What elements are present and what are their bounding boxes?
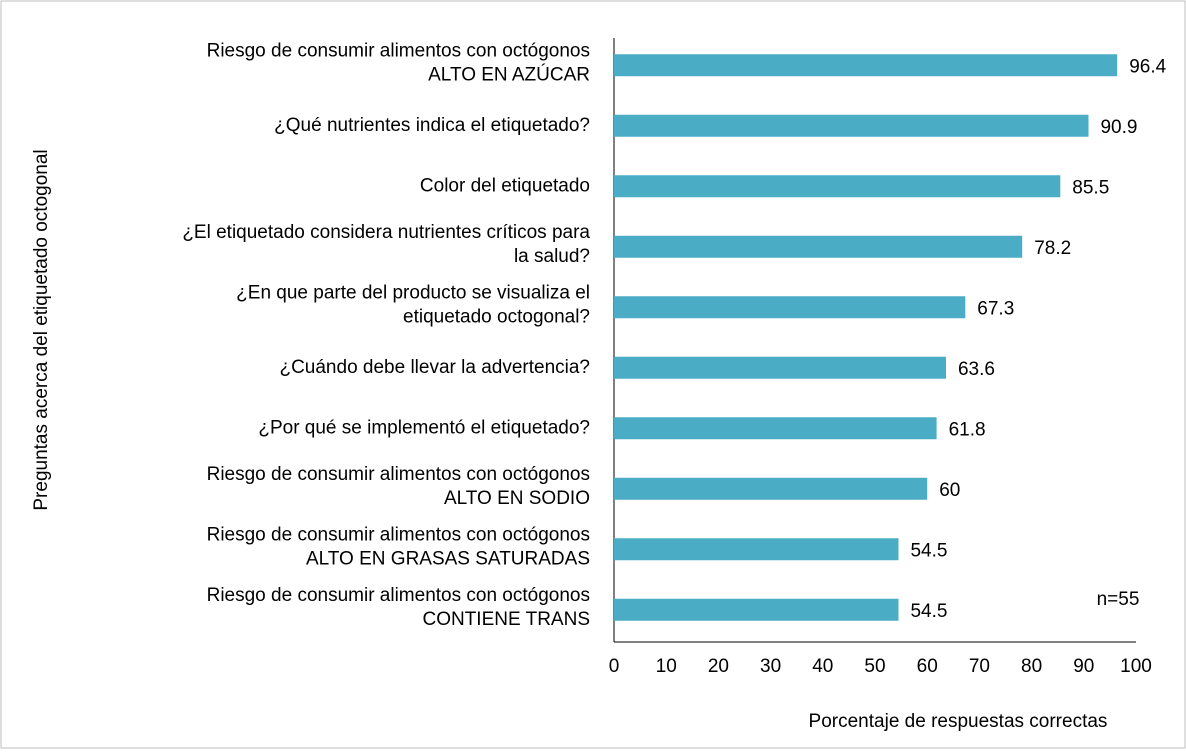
bar xyxy=(614,114,1089,137)
data-label: 54.5 xyxy=(910,601,947,622)
x-tick-label: 100 xyxy=(1120,656,1152,677)
x-tick-label: 30 xyxy=(760,656,781,677)
y-tick-label: ¿El etiquetado considera nutrientes crít… xyxy=(182,222,590,243)
x-tick-label: 70 xyxy=(969,656,990,677)
data-label: 96.4 xyxy=(1129,56,1166,77)
y-tick-label: ¿Cuándo debe llevar la advertencia? xyxy=(279,357,590,378)
y-axis-title: Preguntas acerca del etiquetado octogona… xyxy=(31,149,52,510)
bar xyxy=(614,477,928,500)
bar xyxy=(614,175,1061,198)
bar xyxy=(614,538,899,561)
data-label: 63.6 xyxy=(958,359,995,380)
data-label: 90.9 xyxy=(1100,117,1137,138)
data-label: 54.5 xyxy=(910,540,947,561)
x-tick-label: 90 xyxy=(1073,656,1094,677)
x-tick-label: 50 xyxy=(864,656,885,677)
x-tick-label: 80 xyxy=(1021,656,1042,677)
y-tick-label: Riesgo de consumir alimentos con octógon… xyxy=(207,524,590,545)
y-tick-label: ALTO EN GRASAS SATURADAS xyxy=(306,548,590,569)
x-tick-label: 0 xyxy=(609,656,620,677)
bar xyxy=(614,356,946,379)
y-tick-label: etiquetado octogonal? xyxy=(403,306,590,327)
bar xyxy=(614,296,966,319)
data-label: 61.8 xyxy=(949,419,986,440)
y-tick-label: Riesgo de consumir alimentos con octógon… xyxy=(207,585,590,606)
bar xyxy=(614,235,1023,258)
y-tick-label: ALTO EN SODIO xyxy=(444,488,590,509)
bar xyxy=(614,598,899,621)
y-tick-label: ALTO EN AZÚCAR xyxy=(428,63,590,85)
data-label: 67.3 xyxy=(977,298,1014,319)
data-label: 85.5 xyxy=(1072,177,1109,198)
data-label: 78.2 xyxy=(1034,238,1071,259)
y-tick-label: ¿Qué nutrientes indica el etiquetado? xyxy=(274,115,590,136)
data-label: 60 xyxy=(939,480,960,501)
x-tick-label: 60 xyxy=(917,656,938,677)
bar xyxy=(614,417,937,440)
y-tick-label: ¿Por qué se implementó el etiquetado? xyxy=(258,417,590,438)
y-tick-label: CONTIENE TRANS xyxy=(422,609,590,630)
y-tick-label: Riesgo de consumir alimentos con octógon… xyxy=(207,464,590,485)
y-tick-label: ¿En que parte del producto se visualiza … xyxy=(236,282,590,303)
bar xyxy=(614,54,1118,77)
x-tick-label: 40 xyxy=(812,656,833,677)
y-tick-label: la salud? xyxy=(514,246,590,267)
x-tick-label: 10 xyxy=(656,656,677,677)
y-tick-label: Color del etiquetado xyxy=(420,175,590,196)
annotation: n=55 xyxy=(1097,589,1140,610)
x-tick-label: 20 xyxy=(708,656,729,677)
x-axis-title: Porcentaje de respuestas correctas xyxy=(809,711,1108,732)
y-tick-label: Riesgo de consumir alimentos con octógon… xyxy=(207,40,590,61)
